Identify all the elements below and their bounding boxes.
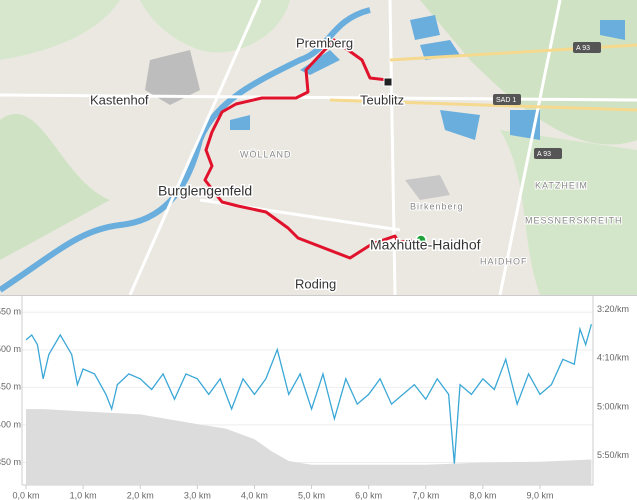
district-label: WÖLLAND <box>240 149 292 159</box>
district-label: MESSNERSKREITH <box>525 215 623 225</box>
map[interactable]: Premberg Teublitz Kastenhof Burglengenfeld M… <box>0 0 637 295</box>
elevation-area <box>26 409 592 485</box>
y-tick-label: 550 m <box>0 307 21 317</box>
y-tick-label: 450 m <box>0 382 21 392</box>
y-tick-label: 350 m <box>0 457 21 467</box>
place-label: Roding <box>295 276 336 291</box>
y-tick-label: 500 m <box>0 344 21 354</box>
x-tick-label: 7,0 km <box>412 490 439 500</box>
place-label: Premberg <box>296 35 353 50</box>
y2-tick-label: 5:00/km <box>597 401 629 411</box>
road-label: SAD 1 <box>496 97 516 104</box>
place-label: Teublitz <box>360 92 404 107</box>
x-tick-label: 4,0 km <box>241 490 268 500</box>
x-tick-label: 2,0 km <box>127 490 154 500</box>
road-shield <box>573 42 601 53</box>
district-label: KATZHEIM <box>535 180 588 190</box>
road-shield <box>493 94 521 105</box>
place-label: Maxhütte-Haidhof <box>370 237 481 253</box>
y2-tick-label: 3:20/km <box>597 304 629 314</box>
x-tick-label: 8,0 km <box>469 490 496 500</box>
x-tick-label: 9,0 km <box>526 490 553 500</box>
road-shield <box>534 148 562 159</box>
x-tick-label: 3,0 km <box>184 490 211 500</box>
y2-tick-label: 5:50/km <box>597 450 629 460</box>
district-label: Birkenberg <box>410 201 464 211</box>
place-label: Kastenhof <box>90 92 149 107</box>
x-tick-label: 1,0 km <box>70 490 97 500</box>
road-label: A 93 <box>537 151 551 158</box>
profile-chart: 550 m 500 m 450 m 400 m 350 m 3:20/km 4:10/km 5… <box>0 295 637 500</box>
y2-tick-label: 4:10/km <box>597 353 629 363</box>
district-label: HAIDHOF <box>480 256 528 266</box>
y-tick-label: 400 m <box>0 419 21 429</box>
pace-line <box>25 324 593 464</box>
x-tick-label: 6,0 km <box>355 490 382 500</box>
place-label: Burglengenfeld <box>158 183 252 199</box>
x-tick-label: 5,0 km <box>298 490 325 500</box>
road-label: A 93 <box>576 45 590 52</box>
x-tick-label: 0,0 km <box>12 490 39 500</box>
